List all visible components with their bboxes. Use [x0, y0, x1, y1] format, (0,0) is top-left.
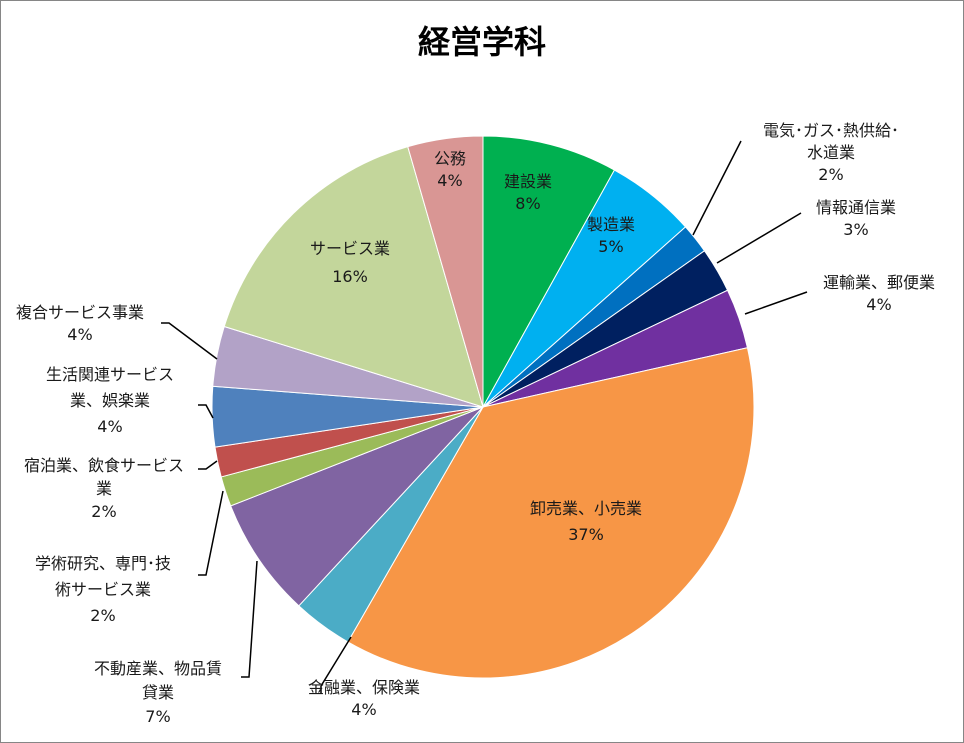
slice-label-5: 卸売業、小売業 37% — [530, 499, 642, 544]
pie-slice-0 — [482, 135, 616, 409]
slice-label-10: 生活関連サービス業、娯楽業 4% — [46, 365, 174, 436]
slice-label-6: 金融業、保険業 4% — [308, 678, 420, 719]
slice-label-12: サービス業 16% — [310, 239, 390, 286]
leader-lines — [161, 140, 808, 693]
leader-line-7 — [241, 560, 258, 678]
pie-slices — [211, 135, 755, 679]
slice-label-4: 運輸業、郵便業 4% — [823, 273, 935, 314]
leader-line-10 — [198, 404, 214, 419]
slice-label-2: 電気･ガス･熱供給･水道業 2% — [763, 121, 899, 184]
leader-line-2 — [692, 140, 742, 236]
leader-line-8 — [198, 490, 224, 576]
pie-slice-13 — [407, 135, 484, 408]
leader-line-9 — [198, 460, 218, 470]
leader-line-11 — [161, 322, 218, 360]
chart-title: 経営学科 — [418, 23, 546, 61]
slice-label-0: 建設業 8% — [504, 172, 552, 213]
leader-line-4 — [744, 291, 808, 315]
slice-label-3: 情報通信業 3% — [816, 198, 896, 239]
slice-label-9: 宿泊業、飲食サービス業 2% — [24, 456, 184, 521]
slice-label-7: 不動産業、物品賃貸業 7% — [94, 659, 222, 726]
leader-line-6 — [320, 636, 352, 693]
slice-label-11: 複合サービス事業 4% — [16, 303, 144, 344]
pie-slice-12 — [223, 146, 484, 408]
slice-label-1: 製造業 5% — [587, 215, 635, 256]
pie-slice-5 — [347, 347, 755, 679]
slice-labels: 建設業 8% 製造業 5% 電気･ガス･熱供給･水道業 2% 情報通信業 3% 運輸業、郵便業 4… — [16, 121, 935, 726]
pie-slice-7 — [230, 406, 484, 607]
slice-label-8: 学術研究、専門･技術サービス業 2% — [35, 554, 171, 625]
slice-label-13: 公務 4% — [434, 149, 466, 190]
leader-line-3 — [716, 212, 802, 264]
